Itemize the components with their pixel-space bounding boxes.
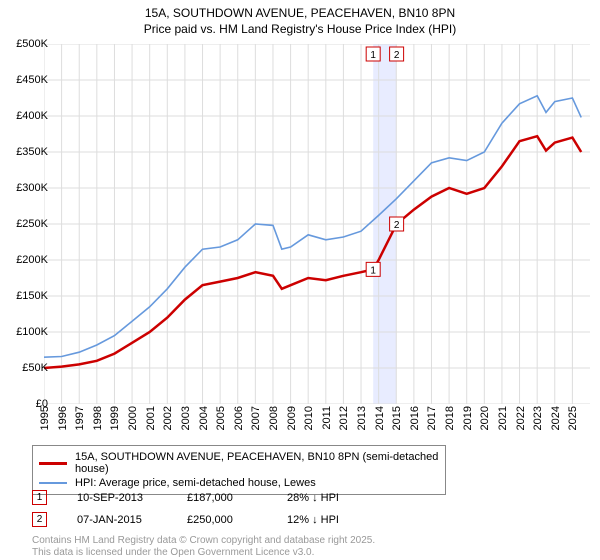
x-tick-label: 1995 (39, 406, 51, 430)
x-tick-label: 2022 (515, 406, 527, 430)
y-tick-label: £350K (16, 146, 48, 158)
chart-title: 15A, SOUTHDOWN AVENUE, PEACEHAVEN, BN10 … (0, 0, 600, 37)
x-tick-label: 2005 (215, 406, 227, 430)
x-tick-label: 2014 (374, 406, 386, 430)
sale-event-1: 1 10-SEP-2013 £187,000 28% ↓ HPI (32, 490, 339, 505)
x-tick-label: 1996 (57, 406, 69, 430)
svg-text:1: 1 (370, 50, 376, 61)
legend-item-price: 15A, SOUTHDOWN AVENUE, PEACEHAVEN, BN10 … (39, 450, 439, 476)
x-tick-label: 2012 (338, 406, 350, 430)
line-chart: 1 2 1 2 (44, 44, 590, 404)
event-price-1: £187,000 (187, 492, 257, 504)
x-tick-label: 2015 (391, 406, 403, 430)
x-tick-label: 2001 (145, 406, 157, 430)
x-tick-label: 2003 (180, 406, 192, 430)
event-delta-2: 12% ↓ HPI (287, 514, 339, 526)
x-tick-label: 2000 (127, 406, 139, 430)
attribution: Contains HM Land Registry data © Crown c… (32, 535, 375, 559)
event-date-2: 07-JAN-2015 (77, 514, 157, 526)
legend-swatch-hpi (39, 482, 67, 484)
y-tick-label: £100K (16, 326, 48, 338)
y-tick-label: £150K (16, 290, 48, 302)
x-tick-label: 2025 (567, 406, 579, 430)
legend-swatch-price (39, 462, 67, 465)
x-tick-label: 2016 (409, 406, 421, 430)
x-tick-label: 2007 (250, 406, 262, 430)
x-tick-label: 2004 (198, 406, 210, 430)
y-tick-label: £400K (16, 110, 48, 122)
svg-text:1: 1 (370, 265, 376, 276)
title-line2: Price paid vs. HM Land Registry's House … (0, 22, 600, 38)
x-tick-label: 2010 (303, 406, 315, 430)
event-marker-2: 2 (32, 512, 47, 527)
x-tick-label: 2020 (479, 406, 491, 430)
svg-text:2: 2 (394, 220, 400, 231)
legend-label-hpi: HPI: Average price, semi-detached house,… (75, 477, 316, 489)
x-tick-label: 1998 (92, 406, 104, 430)
y-tick-label: £500K (16, 38, 48, 50)
event-marker-1: 1 (32, 490, 47, 505)
x-tick-label: 1999 (109, 406, 121, 430)
y-tick-label: £450K (16, 74, 48, 86)
x-tick-label: 2017 (426, 406, 438, 430)
x-tick-label: 2019 (462, 406, 474, 430)
legend-item-hpi: HPI: Average price, semi-detached house,… (39, 476, 439, 490)
x-tick-label: 2009 (286, 406, 298, 430)
x-tick-label: 2013 (356, 406, 368, 430)
x-tick-label: 2002 (162, 406, 174, 430)
x-tick-label: 2011 (321, 406, 333, 430)
x-tick-label: 2008 (268, 406, 280, 430)
event-delta-1: 28% ↓ HPI (287, 492, 339, 504)
x-tick-label: 2023 (532, 406, 544, 430)
event-date-1: 10-SEP-2013 (77, 492, 157, 504)
legend-label-price: 15A, SOUTHDOWN AVENUE, PEACEHAVEN, BN10 … (75, 451, 439, 475)
y-tick-label: £200K (16, 254, 48, 266)
sale-event-2: 2 07-JAN-2015 £250,000 12% ↓ HPI (32, 512, 339, 527)
y-tick-label: £50K (22, 362, 48, 374)
event-price-2: £250,000 (187, 514, 257, 526)
x-tick-label: 2024 (550, 406, 562, 430)
x-tick-label: 1997 (74, 406, 86, 430)
svg-text:2: 2 (394, 50, 400, 61)
attribution-line2: This data is licensed under the Open Gov… (32, 547, 375, 559)
attribution-line1: Contains HM Land Registry data © Crown c… (32, 535, 375, 547)
x-tick-label: 2021 (497, 406, 509, 430)
x-tick-label: 2006 (233, 406, 245, 430)
x-tick-label: 2018 (444, 406, 456, 430)
y-tick-label: £300K (16, 182, 48, 194)
legend: 15A, SOUTHDOWN AVENUE, PEACEHAVEN, BN10 … (32, 445, 446, 495)
y-tick-label: £250K (16, 218, 48, 230)
title-line1: 15A, SOUTHDOWN AVENUE, PEACEHAVEN, BN10 … (0, 6, 600, 22)
